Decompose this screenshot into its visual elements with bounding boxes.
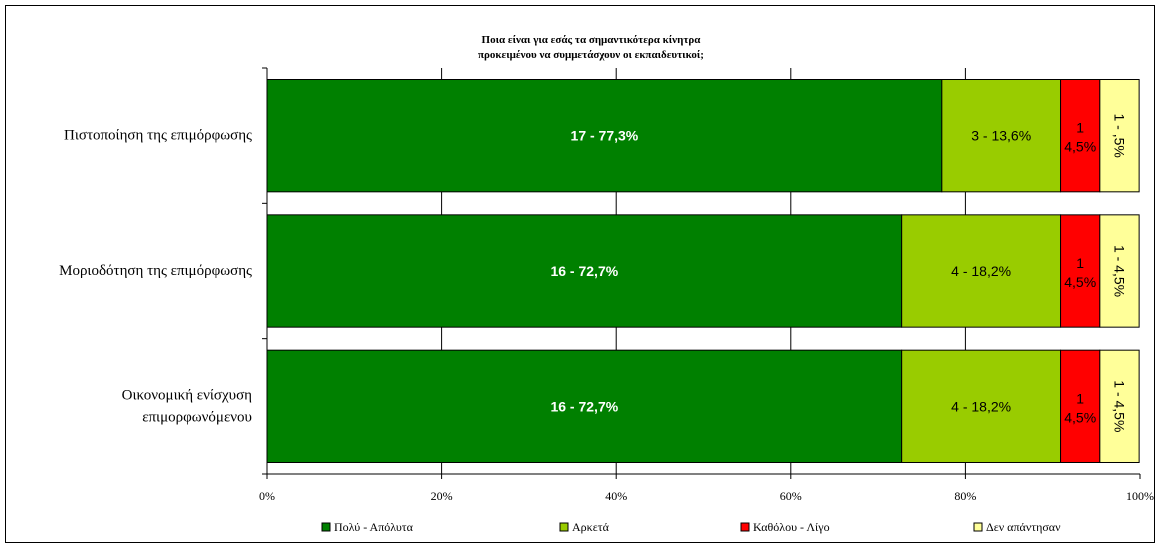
bar-segment <box>266 79 943 193</box>
data-label: 1 - 4,5% <box>1111 245 1127 297</box>
bar-segment <box>266 349 903 463</box>
data-label: 4 - 18,2% <box>951 263 1011 279</box>
bar-segment <box>941 79 1062 193</box>
x-tick-label: 20% <box>431 489 453 503</box>
category-labels: Πιστοποίηση της επιμόρφωσης Μοριοδότηση τ… <box>59 128 252 426</box>
data-label: 1 <box>1076 120 1084 136</box>
data-label: 1 <box>1076 390 1084 406</box>
legend-swatch <box>973 522 983 532</box>
legend-label: Πολύ - Απόλυτα <box>334 520 414 534</box>
x-tick-label: 80% <box>954 489 976 503</box>
chart-title-line: προκειμένου να συμμετάσχουν οι εκπαιδευτ… <box>478 49 704 61</box>
bar-segment <box>901 349 1062 463</box>
category-label: Πιστοποίηση της επιμόρφωσης <box>64 128 252 144</box>
category-label: Μοριοδότηση της επιμόρφωσης <box>59 263 252 279</box>
bar-segment <box>1099 214 1140 328</box>
chart-title-line: Ποια είναι για εσάς τα σημαντικότερα κίν… <box>482 34 702 46</box>
legend-swatch <box>321 522 331 532</box>
bar-segment <box>901 214 1062 328</box>
category-label: Οικονομική ενίσχυση <box>122 387 252 403</box>
x-tick-label: 40% <box>605 489 627 503</box>
bar-segment <box>1099 349 1140 463</box>
data-label: 4 - 18,2% <box>951 398 1011 414</box>
category-label: επιμορφωνόμενου <box>142 409 252 425</box>
legend-label: Αρκετά <box>572 520 610 534</box>
chart-title: Ποια είναι για εσάς τα σημαντικότερα κίν… <box>478 34 704 61</box>
x-tick-label: 0% <box>259 489 275 503</box>
legend: Πολύ - Απόλυτα Αρκετά Καθόλου - Λίγο Δεν απ… <box>321 520 1061 534</box>
legend-swatch <box>559 522 569 532</box>
bar-segment <box>1060 214 1101 328</box>
bar-segment <box>1060 349 1101 463</box>
data-label: 1 - 4,5% <box>1111 380 1127 432</box>
data-label: 17 - 77,3% <box>571 128 639 144</box>
data-label: 4,5% <box>1064 274 1096 290</box>
data-label: 1 <box>1076 255 1084 271</box>
legend-label: Δεν απάντησαν <box>986 520 1061 534</box>
axes <box>262 67 1141 479</box>
bars: 17 - 77,3% 3 - 13,6% 1 4,5% 1 - ,5% 16 - 72,7… <box>266 79 1140 463</box>
data-label: 4,5% <box>1064 139 1096 155</box>
data-label: 1 - ,5% <box>1111 113 1127 157</box>
data-label: 16 - 72,7% <box>550 263 618 279</box>
x-tick-label: 100% <box>1126 489 1154 503</box>
bar-segment <box>1060 79 1101 193</box>
legend-label: Καθόλου - Λίγο <box>753 520 830 534</box>
data-label: 16 - 72,7% <box>550 398 618 414</box>
data-label: 3 - 13,6% <box>971 128 1031 144</box>
x-tick-label: 60% <box>780 489 802 503</box>
data-label: 4,5% <box>1064 409 1096 425</box>
bar-segment <box>1099 79 1140 193</box>
legend-swatch <box>740 522 750 532</box>
x-tick-labels: 0% 20% 40% 60% 80% 100% <box>259 489 1154 503</box>
